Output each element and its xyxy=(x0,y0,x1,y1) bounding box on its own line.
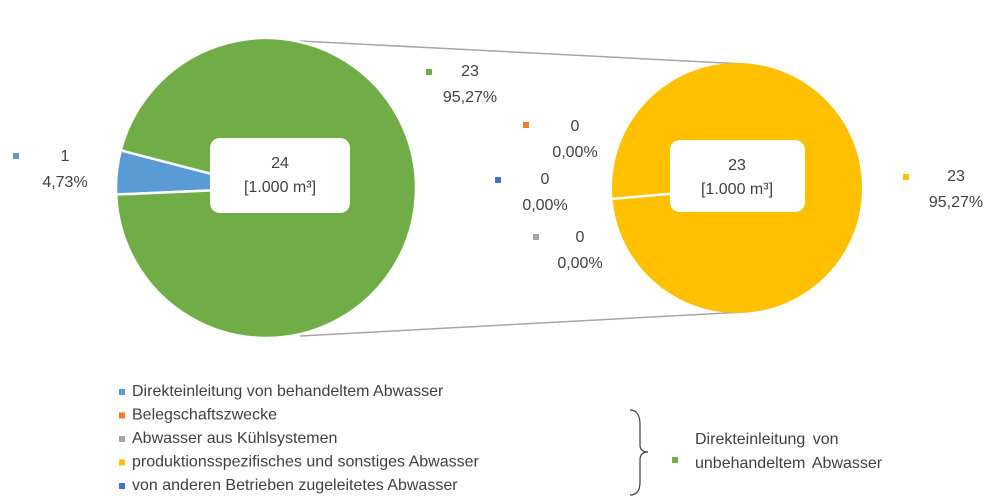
data-label: 0 xyxy=(571,118,580,135)
legend-label: Abwasser aus Kühlsystemen xyxy=(132,430,337,447)
label-marker xyxy=(523,122,529,128)
data-label: 95,27% xyxy=(929,194,983,211)
center-box xyxy=(210,138,350,213)
data-label: 1 xyxy=(61,148,70,165)
legend-marker xyxy=(119,389,125,395)
center-total: 24 xyxy=(271,155,289,172)
center-unit: [1.000 m³] xyxy=(244,179,316,196)
center-unit: [1.000 m³] xyxy=(701,181,773,198)
data-label: 0 xyxy=(576,229,585,246)
connector xyxy=(299,311,746,337)
data-label: 0,00% xyxy=(522,197,567,214)
label-marker xyxy=(495,177,501,183)
data-label: 0,00% xyxy=(552,144,597,161)
legend-label: Belegschaftszwecke xyxy=(132,407,277,424)
label-marker xyxy=(13,153,19,159)
data-label: 23 xyxy=(947,168,965,185)
legend-label: von anderen Betrieben zugeleitetes Abwas… xyxy=(132,477,458,494)
summary-label: Direkteinleitung von unbehandeltem Abwas… xyxy=(695,431,883,472)
data-label: 23 xyxy=(461,63,479,80)
data-label: 0 xyxy=(541,171,550,188)
data-label: 95,27% xyxy=(443,89,497,106)
legend-label: produktionsspezifisches und sonstiges Ab… xyxy=(132,454,480,471)
data-label: 4,73% xyxy=(42,174,87,191)
legend-marker xyxy=(119,412,125,419)
legend-marker xyxy=(119,459,125,466)
legend-marker xyxy=(119,436,125,442)
connector xyxy=(299,40,746,65)
center-total: 23 xyxy=(728,157,746,174)
data-label: 0,00% xyxy=(557,255,602,272)
legend-label: Direkteinleitung von behandeltem Abwasse… xyxy=(132,383,444,400)
label-marker xyxy=(426,69,432,75)
legend-marker xyxy=(672,457,678,463)
brace xyxy=(629,409,649,496)
label-marker xyxy=(903,174,909,180)
legend-marker xyxy=(119,483,125,489)
center-box xyxy=(670,140,805,212)
label-marker xyxy=(533,234,539,240)
